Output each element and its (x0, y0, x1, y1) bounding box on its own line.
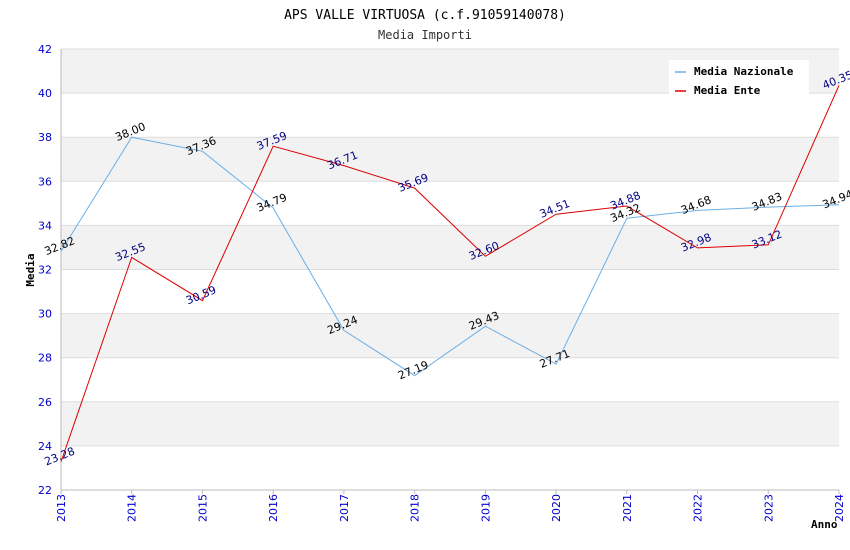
x-tick-label: 2023 (762, 494, 775, 522)
y-axis-label: Media (24, 253, 37, 286)
grid-lines (61, 48, 839, 491)
data-label: 27.19 (396, 358, 430, 382)
x-tick-label: 2016 (267, 494, 280, 522)
y-tick-label: 30 (38, 308, 52, 321)
x-tick-label: 2013 (55, 494, 68, 522)
chart-subtitle: Media Importi (378, 28, 472, 42)
legend-label-media-ente: Media Ente (694, 84, 761, 97)
x-tick-label: 2015 (196, 494, 209, 522)
grid-band (61, 137, 839, 182)
data-label: 30.59 (184, 283, 218, 307)
axes (60, 49, 840, 494)
data-label: 34.83 (750, 190, 784, 214)
data-label: 34.79 (255, 191, 289, 215)
data-label: 34.94 (821, 188, 850, 212)
x-tick-labels: 2013 2014 2015 2016 2017 2018 2019 2020 2021 2022… (55, 494, 846, 522)
y-tick-label: 24 (38, 440, 52, 453)
series-line-media-nazionale (60, 136, 840, 377)
grid-bands (61, 49, 839, 446)
chart-title: APS VALLE VIRTUOSA (c.f.91059140078) (284, 8, 566, 23)
x-tick-label: 2017 (338, 494, 351, 522)
y-tick-label: 36 (38, 175, 52, 188)
data-label: 34.68 (679, 193, 713, 217)
x-tick-label: 2022 (692, 494, 705, 522)
grid-band (61, 401, 839, 446)
series-line-media-ente (60, 85, 840, 462)
legend-box (669, 60, 809, 96)
y-tick-label: 22 (38, 484, 52, 497)
data-label: 34.51 (538, 197, 572, 221)
y-tick-label: 40 (38, 87, 52, 100)
x-tick-label: 2020 (550, 494, 563, 522)
y-tick-label: 28 (38, 352, 52, 365)
series-lines (60, 85, 840, 462)
y-tick-label: 26 (38, 396, 52, 409)
x-tick-label: 2024 (833, 494, 846, 522)
y-tick-label: 42 (38, 43, 52, 56)
y-tick-label: 32 (38, 264, 52, 277)
x-tick-label: 2018 (409, 494, 422, 522)
x-tick-label: 2021 (621, 494, 634, 522)
y-tick-label: 34 (38, 219, 52, 232)
y-tick-label: 38 (38, 131, 52, 144)
x-tick-label: 2014 (126, 494, 139, 522)
legend-label-media-nazionale: Media Nazionale (694, 65, 794, 78)
legend: Media Nazionale Media Ente (669, 60, 809, 97)
grid-band (61, 225, 839, 270)
x-tick-label: 2019 (479, 494, 492, 522)
x-axis-label: Anno (811, 518, 838, 531)
y-tick-labels: 22 24 26 28 30 32 34 36 38 40 42 (38, 43, 52, 497)
